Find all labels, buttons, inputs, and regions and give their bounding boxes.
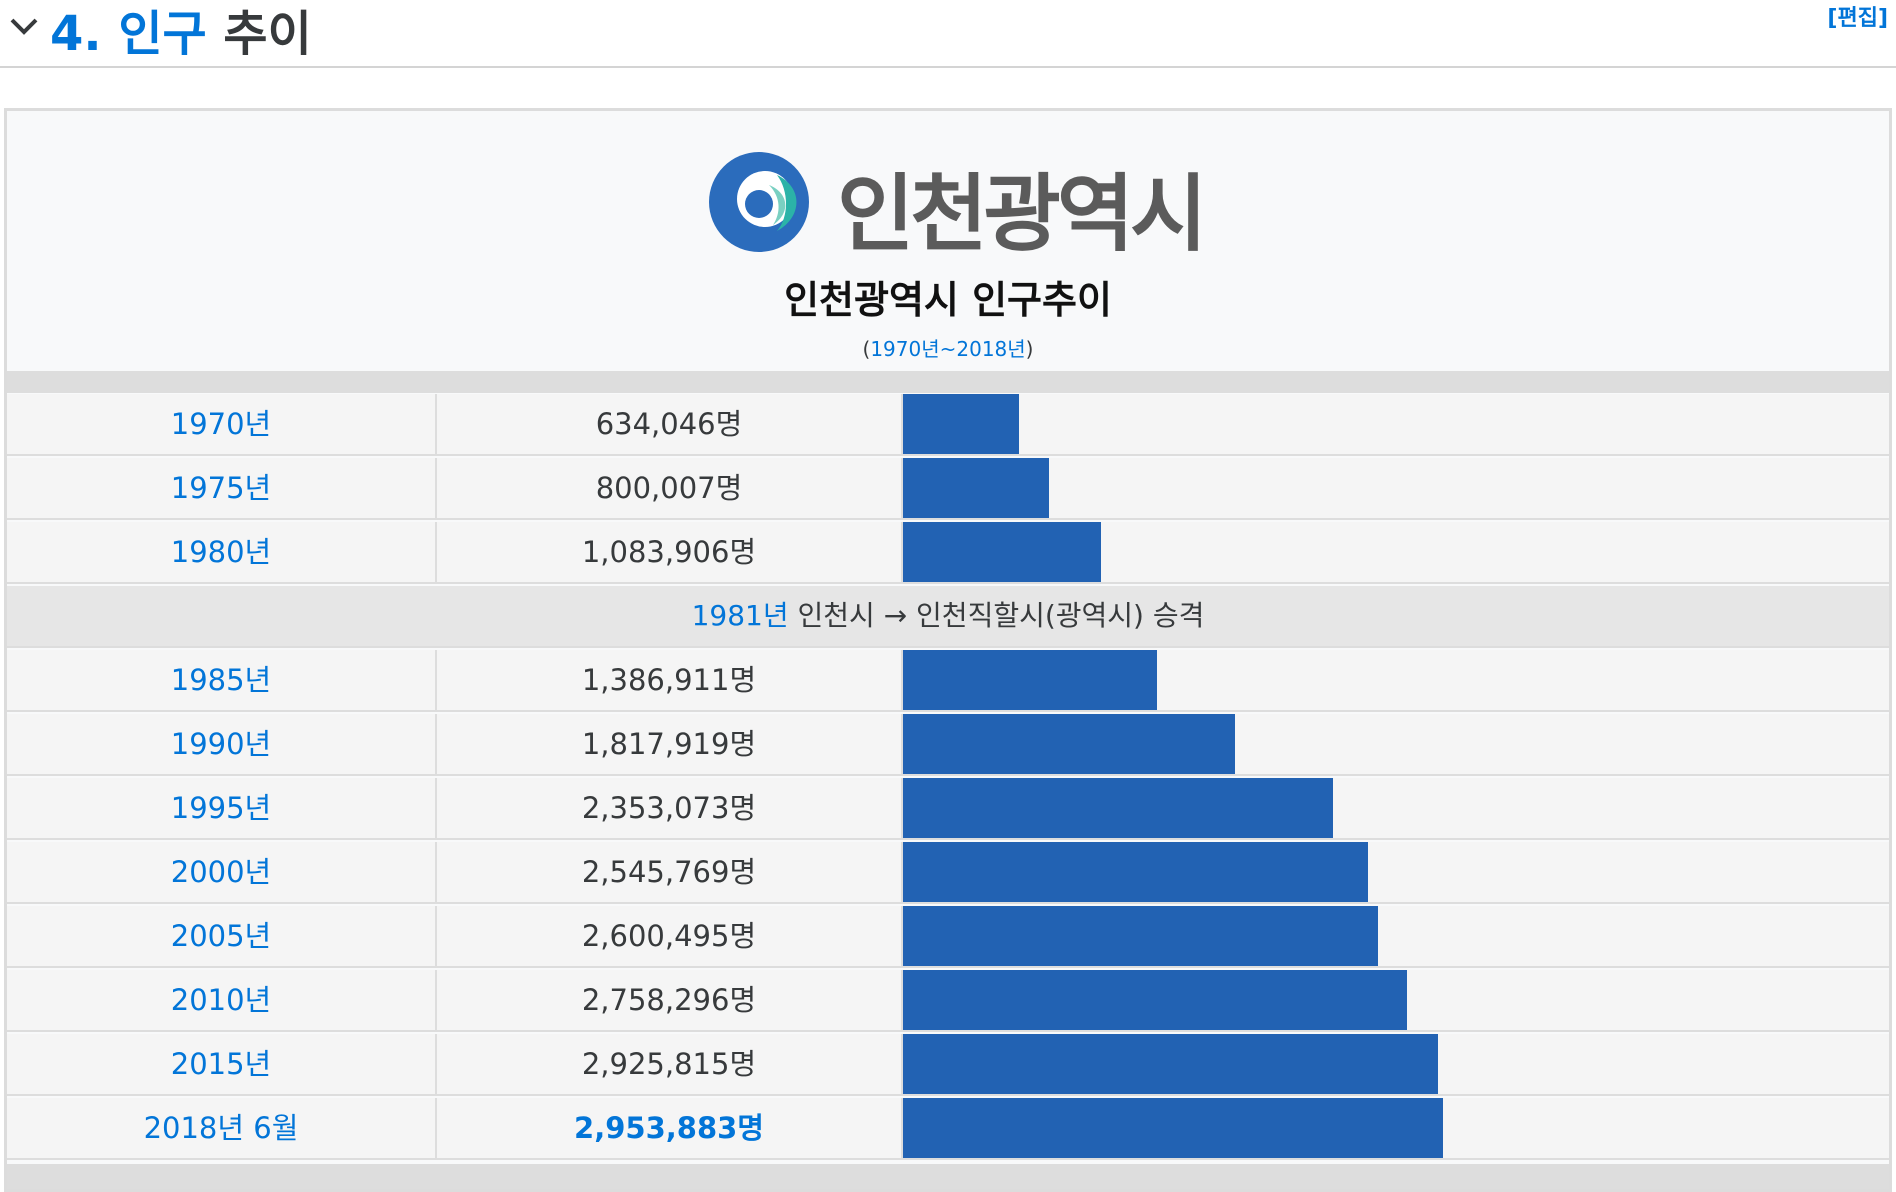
- incheon-emblem-icon: [709, 152, 809, 252]
- section-number[interactable]: 4.: [50, 6, 102, 62]
- section-link-word[interactable]: 인구: [118, 6, 207, 62]
- population-value: 800,007명: [437, 458, 903, 518]
- year-label[interactable]: 1995년: [7, 778, 437, 838]
- population-value: 1,386,911명: [437, 650, 903, 710]
- logo-text: 인천광역시: [837, 165, 1207, 263]
- year-label[interactable]: 2000년: [7, 842, 437, 902]
- table-band-bottom: [7, 1164, 1889, 1189]
- population-bar: [903, 458, 1049, 518]
- section-rest-word: 추이: [223, 6, 312, 62]
- year-label[interactable]: 1985년: [7, 650, 437, 710]
- population-bar: [903, 650, 1157, 710]
- section-title: 4. 인구 추이: [50, 0, 312, 64]
- section-header: 4. 인구 추이 [편집]: [0, 0, 1896, 68]
- table-title: 인천광역시 인구추이: [784, 278, 1112, 322]
- population-bar: [903, 970, 1407, 1030]
- population-value: 2,925,815명: [437, 1034, 903, 1094]
- edit-link[interactable]: [편집]: [1827, 6, 1888, 31]
- population-bar: [903, 522, 1101, 582]
- population-value: 1,817,919명: [437, 714, 903, 774]
- year-label[interactable]: 2005년: [7, 906, 437, 966]
- year-label[interactable]: 1990년: [7, 714, 437, 774]
- subtitle-link[interactable]: 1970년~2018년: [870, 337, 1026, 361]
- population-value: 2,353,073명: [437, 778, 903, 838]
- population-table: 인천광역시 인천광역시 인구추이 (1970년~2018년) 1970년 634,…: [4, 108, 1892, 1192]
- year-label[interactable]: 1980년: [7, 522, 437, 582]
- year-label[interactable]: 2018년 6월: [7, 1098, 437, 1158]
- population-bar: [903, 842, 1368, 902]
- year-label[interactable]: 2010년: [7, 970, 437, 1030]
- population-value: 2,953,883명: [437, 1098, 903, 1158]
- chevron-down-icon[interactable]: [6, 8, 42, 44]
- table-row: 1995년 2,353,073명: [7, 778, 1889, 840]
- table-row: 2018년 6월 2,953,883명: [7, 1098, 1889, 1160]
- incheon-logo: 인천광역시: [707, 141, 1227, 263]
- table-band-top: [7, 371, 1889, 393]
- population-bar: [903, 394, 1019, 454]
- population-bar: [903, 778, 1333, 838]
- table-row: 2000년 2,545,769명: [7, 842, 1889, 904]
- table-row: 2015년 2,925,815명: [7, 1034, 1889, 1096]
- population-value: 2,600,495명: [437, 906, 903, 966]
- year-label[interactable]: 2015년: [7, 1034, 437, 1094]
- population-bar: [903, 1098, 1443, 1158]
- population-bar: [903, 1034, 1438, 1094]
- table-row: 1975년 800,007명: [7, 458, 1889, 520]
- table-row: 2005년 2,600,495명: [7, 906, 1889, 968]
- table-row: 1985년 1,386,911명: [7, 650, 1889, 712]
- annotation-row: 1981년 인천시 → 인천직할시(광역시) 승격: [7, 586, 1889, 648]
- population-value: 2,758,296명: [437, 970, 903, 1030]
- table-row: 1980년 1,083,906명: [7, 522, 1889, 584]
- table-row: 2010년 2,758,296명: [7, 970, 1889, 1032]
- table-subtitle: (1970년~2018년): [862, 337, 1034, 361]
- population-value: 1,083,906명: [437, 522, 903, 582]
- population-bar: [903, 906, 1378, 966]
- table-row: 1990년 1,817,919명: [7, 714, 1889, 776]
- table-row: 1970년 634,046명: [7, 394, 1889, 456]
- annotation-text: 1981년 인천시 → 인천직할시(광역시) 승격: [7, 586, 1889, 646]
- annotation-year-link[interactable]: 1981년: [691, 599, 789, 632]
- year-label[interactable]: 1975년: [7, 458, 437, 518]
- annotation-label: 인천시 → 인천직할시(광역시) 승격: [788, 599, 1205, 632]
- population-value: 634,046명: [437, 394, 903, 454]
- year-label[interactable]: 1970년: [7, 394, 437, 454]
- population-value: 2,545,769명: [437, 842, 903, 902]
- population-bar: [903, 714, 1235, 774]
